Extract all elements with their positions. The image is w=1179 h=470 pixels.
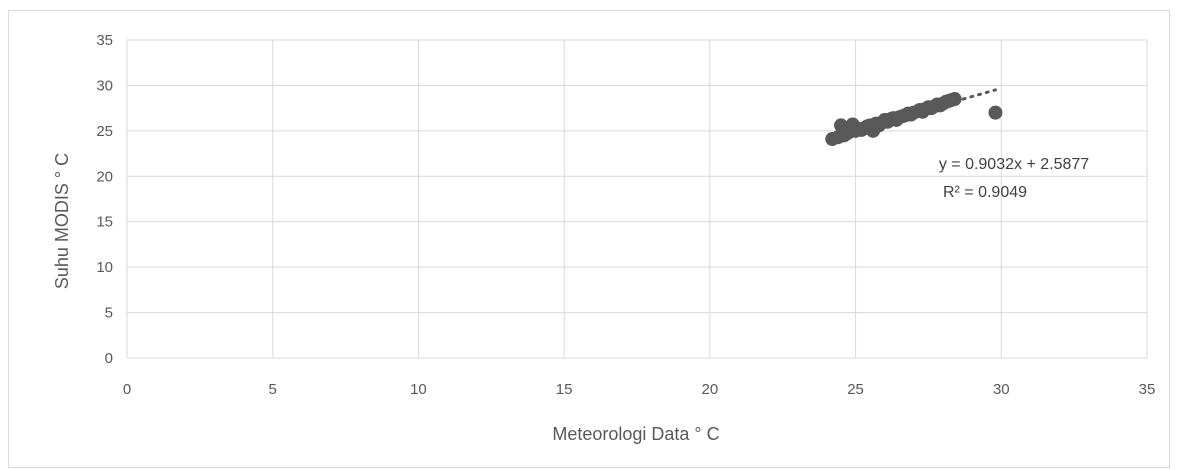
x-tick-label: 5 (269, 381, 277, 398)
x-tick-label: 25 (847, 381, 864, 398)
trendline-equation: y = 0.9032x + 2.5877 (939, 156, 1089, 173)
data-points (825, 92, 1003, 147)
y-tick-label: 30 (96, 77, 113, 94)
x-tick-label: 20 (702, 381, 719, 398)
x-tick-label: 30 (993, 381, 1010, 398)
y-tick-label: 10 (96, 259, 113, 276)
y-tick-label: 15 (96, 214, 113, 231)
chart-frame (8, 10, 1170, 468)
x-axis-title: Meteorologi Data ° C (552, 424, 719, 444)
r-squared-label: R² = 0.9049 (943, 184, 1027, 201)
y-axis-title: Suhu MODIS ° C (52, 153, 72, 289)
x-tick-label: 15 (556, 381, 573, 398)
x-tick-label: 10 (410, 381, 427, 398)
data-point (947, 92, 962, 107)
y-tick-label: 25 (96, 123, 113, 140)
data-point (988, 105, 1003, 120)
y-tick-label: 35 (96, 32, 113, 49)
y-tick-label: 0 (105, 350, 113, 367)
gridlines (126, 39, 1148, 359)
x-tick-label: 0 (123, 381, 131, 398)
y-tick-labels: 0 5 10 15 20 25 30 35 (96, 32, 113, 367)
x-tick-labels: 0 5 10 15 20 25 30 35 (123, 381, 1156, 398)
x-tick-label: 35 (1139, 381, 1156, 398)
y-tick-label: 5 (105, 305, 113, 322)
y-tick-label: 20 (96, 168, 113, 185)
